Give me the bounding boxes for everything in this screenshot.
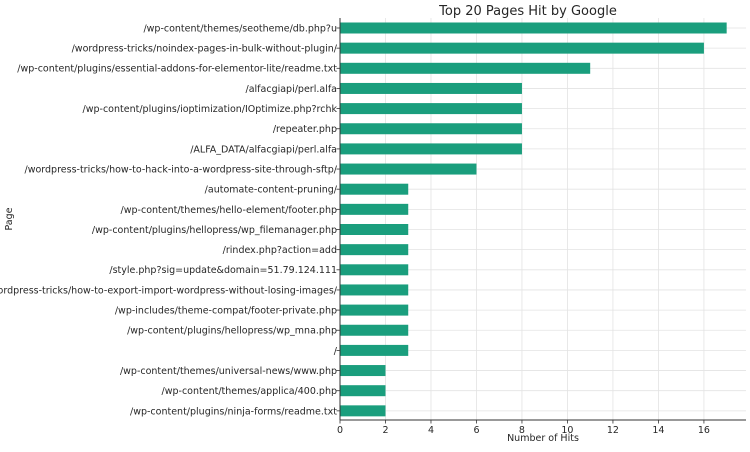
bar xyxy=(340,304,409,316)
category-label: /wp-content/plugins/essential-addons-for… xyxy=(17,64,337,75)
bar xyxy=(340,163,477,175)
bar xyxy=(340,344,409,356)
category-label: /wp-content/themes/hello-element/footer.… xyxy=(121,205,337,216)
bar xyxy=(340,203,409,215)
grid-lines xyxy=(339,18,746,420)
category-label: /wp-content/themes/applica/400.php xyxy=(162,386,337,397)
x-tick-label: 8 xyxy=(519,425,525,436)
x-tick-label: 0 xyxy=(337,425,343,436)
category-label: /ALFA_DATA/alfacgiapi/perl.alfa xyxy=(190,144,337,155)
axes xyxy=(336,18,746,424)
category-label: /wp-content/themes/seotheme/db.php?u xyxy=(143,23,337,34)
bar xyxy=(340,103,522,115)
bar xyxy=(340,244,409,256)
x-tick-label: 14 xyxy=(652,425,664,436)
category-label: /wp-content/plugins/ioptimization/IOptim… xyxy=(83,104,338,115)
chart-title: Top 20 Pages Hit by Google xyxy=(438,4,617,19)
bar xyxy=(340,224,409,235)
category-label: /wp-content/plugins/ninja-forms/readme.t… xyxy=(130,406,337,417)
bar xyxy=(340,324,409,336)
category-label: /wordpress-tricks/noindex-pages-in-bulk-… xyxy=(72,44,338,55)
category-label: /wp-includes/theme-compat/footer-private… xyxy=(115,306,337,317)
bar xyxy=(340,264,409,276)
category-label: /repeater.php xyxy=(273,124,337,135)
bar xyxy=(340,284,409,296)
category-label: /wp-content/plugins/hellopress/wp_filema… xyxy=(92,225,337,236)
bar xyxy=(340,365,386,377)
x-tick-label: 16 xyxy=(698,425,710,436)
bar xyxy=(340,22,727,34)
bar xyxy=(340,62,591,74)
x-tick-label: 4 xyxy=(428,425,434,436)
category-label: /automate-content-pruning/ xyxy=(205,185,338,196)
category-label: /alfacgiapi/perl.alfa xyxy=(246,84,337,95)
x-tick-label: 10 xyxy=(561,425,573,436)
bar xyxy=(340,385,386,397)
bar xyxy=(340,42,704,54)
x-tick-label: 12 xyxy=(607,425,619,436)
category-label: / xyxy=(334,346,338,357)
category-label: /wp-content/plugins/hellopress/wp_mna.ph… xyxy=(127,326,337,337)
bar xyxy=(340,183,409,195)
y-axis-title: Page xyxy=(4,207,15,230)
x-axis-title: Number of Hits xyxy=(507,433,579,444)
bar xyxy=(340,82,522,94)
category-label: /wordpress-tricks/how-to-export-import-w… xyxy=(0,285,338,296)
bar xyxy=(340,123,522,135)
x-tick-label: 6 xyxy=(473,425,479,436)
category-label: /rindex.php?action=add xyxy=(223,245,337,256)
category-label: /style.php?sig=update&domain=51.79.124.1… xyxy=(109,265,337,276)
category-label: /wp-content/themes/universal-news/www.ph… xyxy=(120,366,337,377)
labels: 0 2 4 6 8 10 12 14 16/wp-content/themes/seotheme… xyxy=(0,23,710,436)
bar xyxy=(340,143,522,155)
x-tick-label: 2 xyxy=(382,425,388,436)
bars xyxy=(340,22,727,417)
category-label: /wordpress-tricks/how-to-hack-into-a-wor… xyxy=(25,164,338,175)
bar xyxy=(340,405,386,417)
